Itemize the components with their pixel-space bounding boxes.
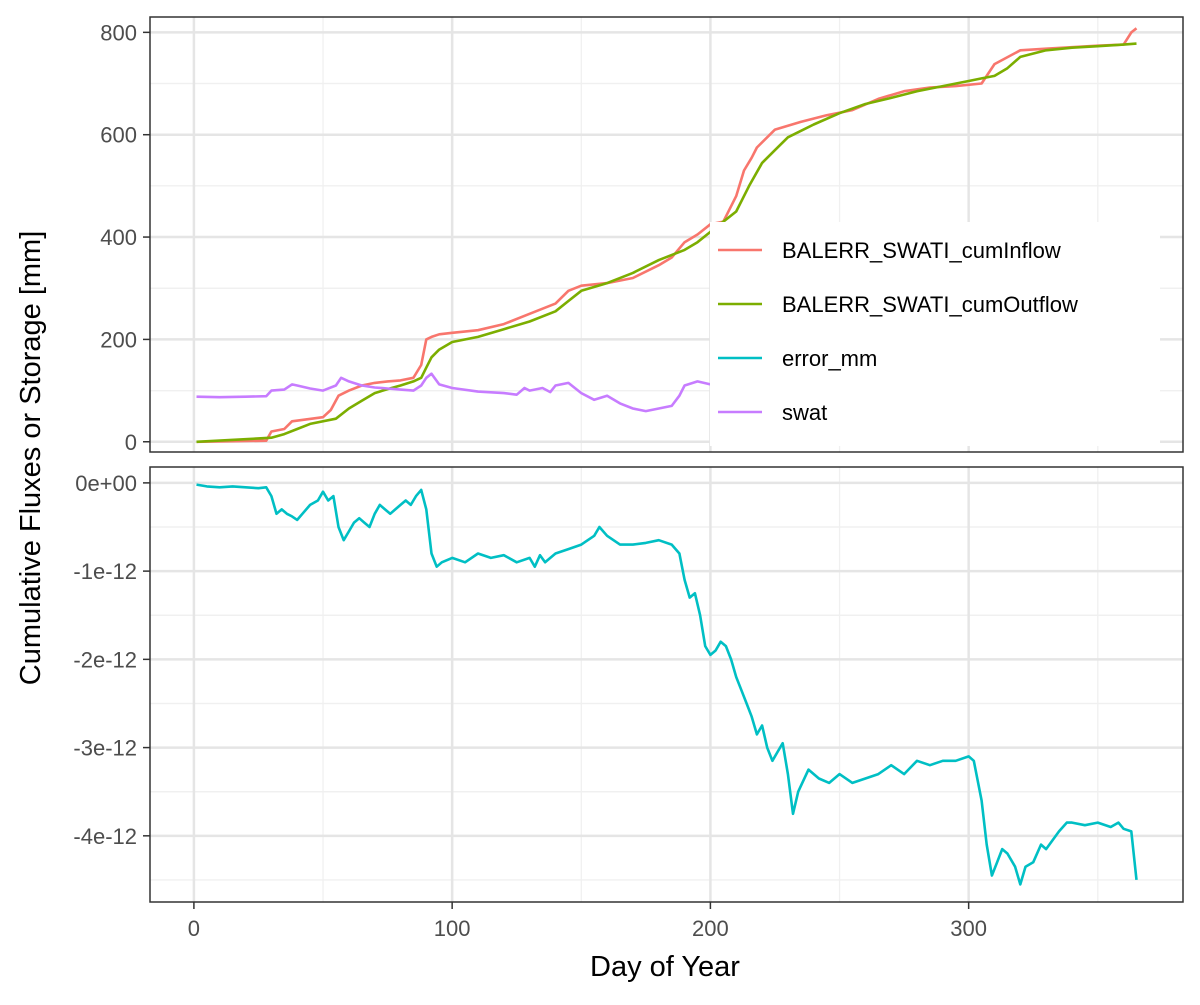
y-tick-label: 0e+00: [75, 471, 137, 496]
panel-border: [149, 16, 1184, 453]
y-tick-label: 200: [100, 327, 137, 352]
y-tick-label: 800: [100, 20, 137, 45]
series-line-balerr-swati-cuminflow: [196, 27, 1138, 444]
legend: BALERR_SWATI_cumInflow BALERR_SWATI_cumOu…: [710, 222, 1160, 446]
panel-background: [150, 467, 1183, 902]
legend-label-swat: swat: [782, 400, 827, 425]
legend-label-balerr-swati-cumoutflow: BALERR_SWATI_cumOutflow: [782, 292, 1078, 317]
y-tick-label: -1e-12: [73, 559, 137, 584]
x-tick-label: 200: [692, 916, 729, 941]
x-tick-label: 300: [950, 916, 987, 941]
x-axis-title: Day of Year: [590, 951, 740, 983]
legend-background: [710, 222, 1160, 446]
y-tick-label: -3e-12: [73, 736, 137, 761]
series-line-balerr-swati-cumoutflow: [196, 42, 1137, 444]
x-axis: 0 100 200 300: [188, 902, 987, 941]
y-tick-label: -4e-12: [73, 824, 137, 849]
y-axis-title: Cumulative Fluxes or Storage [mm]: [15, 231, 47, 685]
panel-border: [149, 466, 1184, 903]
y-tick-label: 600: [100, 123, 137, 148]
bottom-panel: 0e+00 -1e-12 -2e-12 -3e-12 -4e-12: [73, 466, 1184, 903]
x-tick-label: 0: [188, 916, 200, 941]
y-tick-label: 400: [100, 225, 137, 250]
series-line-error-mm: [196, 483, 1138, 886]
x-tick-label: 100: [434, 916, 471, 941]
legend-label-error-mm: error_mm: [782, 346, 877, 371]
y-tick-label: 0: [125, 430, 137, 455]
legend-label-balerr-swati-cuminflow: BALERR_SWATI_cumInflow: [782, 238, 1061, 263]
y-tick-label: -2e-12: [73, 647, 137, 672]
